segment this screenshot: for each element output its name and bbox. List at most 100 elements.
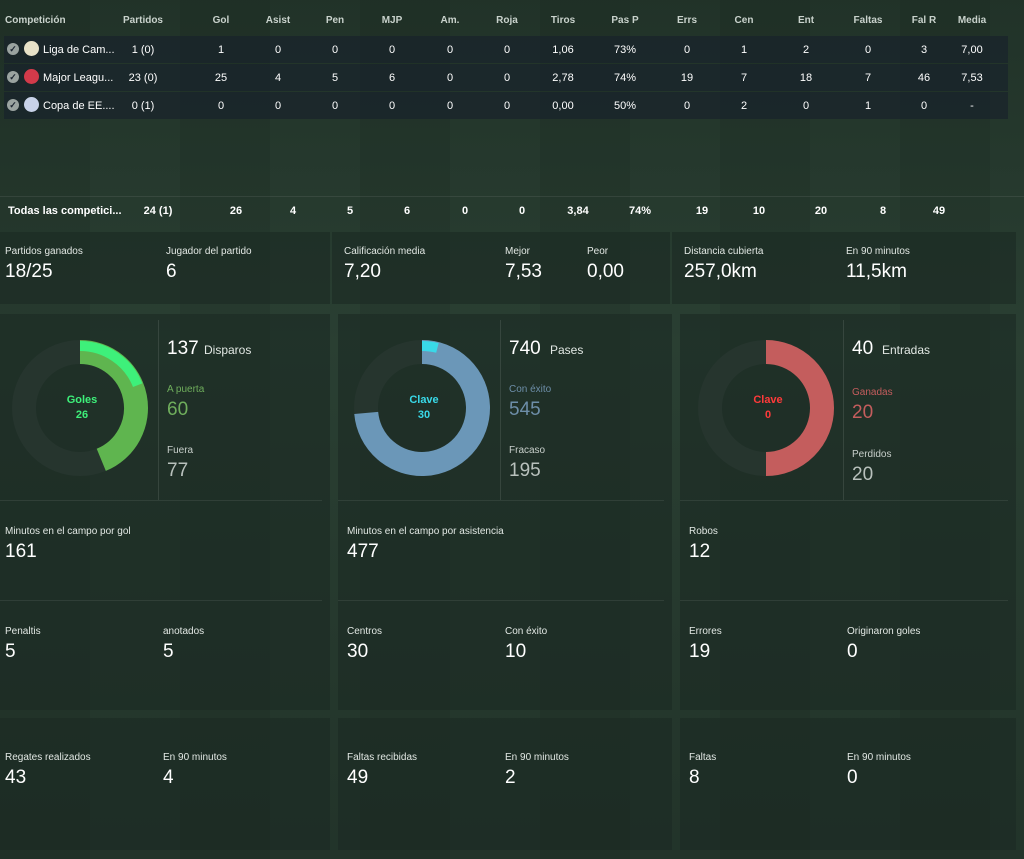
dribbles-value: 43	[5, 767, 27, 788]
table-cell: 0	[683, 44, 691, 56]
table-cell: 0	[331, 100, 339, 112]
column-header[interactable]: Faltas	[853, 15, 883, 26]
totals-label: Todas las competici...	[8, 205, 122, 217]
minutes-per-goal-label: Minutos en el campo por gol	[5, 526, 131, 537]
table-row[interactable]: ✓ Copa de EE.... 0 (1) 0 0 0 0 0 0 0,00 50% 0 2 0 1 0 -	[4, 92, 1008, 119]
table-cell: 7,00	[961, 44, 983, 56]
table-cell: 50%	[613, 100, 637, 112]
column-header[interactable]: Fal R	[911, 15, 937, 26]
tackles-won-value: 20	[852, 402, 874, 423]
column-header[interactable]: Asist	[265, 15, 291, 26]
table-cell: 2	[740, 100, 748, 112]
avg-rating-value: 7,20	[344, 261, 381, 282]
tackles-donut	[698, 340, 834, 476]
table-cell: 0	[446, 44, 454, 56]
fouls-label: Faltas	[689, 752, 717, 763]
passes-ok-value: 545	[509, 399, 541, 420]
table-cell: 6	[388, 72, 396, 84]
table-cell: 7	[740, 72, 748, 84]
table-cell: 23 (0)	[128, 72, 158, 84]
steals-label: Robos	[689, 526, 718, 537]
totals-cell: 20	[814, 205, 828, 217]
matches-won-value: 18/25	[5, 261, 53, 282]
minutes-per-assist-label: Minutos en el campo por asistencia	[347, 526, 504, 537]
passes-fail-value: 195	[509, 460, 541, 481]
crosses-value: 30	[347, 641, 369, 662]
totals-cell: 4	[289, 205, 297, 217]
crosses-ok-value: 10	[505, 641, 527, 662]
table-cell: 0	[503, 72, 511, 84]
tackles-lost-value: 20	[852, 464, 874, 485]
distance-panel: Distancia cubierta 257,0km En 90 minutos…	[672, 232, 1016, 304]
table-cell: 0,00	[552, 100, 574, 112]
player-of-match-value: 6	[166, 261, 177, 282]
column-header[interactable]: MJP	[381, 15, 403, 26]
key-passes-center-value: 30	[417, 409, 431, 421]
table-cell: 1	[864, 100, 872, 112]
competition-name[interactable]: Copa de EE....	[43, 100, 115, 112]
rating-panel: Calificación media 7,20 Mejor 7,53 Peor …	[332, 232, 670, 304]
column-header[interactable]: Am.	[440, 15, 460, 26]
totals-cell: 10	[752, 205, 766, 217]
dribbles-90-value: 4	[163, 767, 174, 788]
table-cell: 0	[388, 100, 396, 112]
minutes-per-goal-value: 161	[5, 541, 37, 562]
worst-rating-label: Peor	[587, 246, 609, 257]
table-cell: 7,53	[961, 72, 983, 84]
totals-cell: 6	[403, 205, 411, 217]
table-cell: 7	[864, 72, 872, 84]
competition-name[interactable]: Liga de Cam...	[43, 44, 115, 56]
column-header[interactable]: Partidos	[122, 15, 163, 26]
best-rating-value: 7,53	[505, 261, 542, 282]
column-header[interactable]: Ent	[797, 15, 815, 26]
table-cell: 25	[214, 72, 228, 84]
crosses-label: Centros	[347, 626, 383, 637]
table-cell: 0	[920, 100, 928, 112]
totals-cell: 19	[695, 205, 709, 217]
table-cell: 3	[920, 44, 928, 56]
competition-badge-icon	[24, 69, 39, 84]
penalties-label: Penaltis	[5, 626, 41, 637]
shots-total-label: Disparos	[204, 343, 252, 357]
competition-badge-icon	[24, 97, 39, 112]
column-header[interactable]: Gol	[212, 15, 230, 26]
donut-main-segment	[354, 340, 490, 476]
column-header[interactable]: Competición	[5, 15, 66, 26]
errors-value: 19	[689, 641, 711, 662]
passes-fail-label: Fracaso	[509, 445, 546, 456]
totals-cell: 5	[346, 205, 354, 217]
penalties-scored-label: anotados	[163, 626, 205, 637]
column-header[interactable]: Roja	[496, 15, 518, 26]
table-cell: 73%	[613, 44, 637, 56]
avg-rating-label: Calificación media	[344, 246, 426, 257]
table-cell: 0	[388, 44, 396, 56]
fouls-value: 8	[689, 767, 700, 788]
fouls-90-value: 0	[847, 767, 858, 788]
fouled-label: Faltas recibidas	[347, 752, 418, 763]
column-header[interactable]: Cen	[734, 15, 754, 26]
table-cell: 4	[274, 72, 282, 84]
column-header[interactable]: Tiros	[550, 15, 576, 26]
errors-goals-label: Originaron goles	[847, 626, 921, 637]
check-icon: ✓	[7, 99, 19, 111]
distance-value: 257,0km	[684, 261, 757, 282]
column-header[interactable]: Errs	[676, 15, 697, 26]
check-icon: ✓	[7, 71, 19, 83]
dribbles-label: Regates realizados	[5, 752, 91, 763]
table-row[interactable]: ✓ Liga de Cam... 1 (0) 1 0 0 0 0 0 1,06 73% 0 1 2 0 3 7,…	[4, 36, 1008, 63]
fouled-panel: Faltas recibidas 49 En 90 minutos 2	[338, 718, 672, 850]
tackles-won-label: Ganadas	[852, 387, 893, 398]
passes-total: 740	[509, 338, 541, 359]
column-header[interactable]: Pas P	[611, 15, 639, 26]
donut-highlight-segment	[79, 341, 143, 388]
column-header[interactable]: Pen	[325, 15, 345, 26]
column-header[interactable]: Media	[957, 15, 987, 26]
fouled-value: 49	[347, 767, 369, 788]
shots-on-value: 60	[167, 399, 189, 420]
competition-name[interactable]: Major Leagu...	[43, 72, 114, 84]
competition-badge-icon	[24, 41, 39, 56]
table-row[interactable]: ✓ Major Leagu... 23 (0) 25 4 5 6 0 0 2,78 74% 19 7 18…	[4, 64, 1008, 91]
totals-cell: 24 (1)	[143, 205, 173, 217]
totals-cell: 74%	[628, 205, 652, 217]
fouled-90-value: 2	[505, 767, 516, 788]
